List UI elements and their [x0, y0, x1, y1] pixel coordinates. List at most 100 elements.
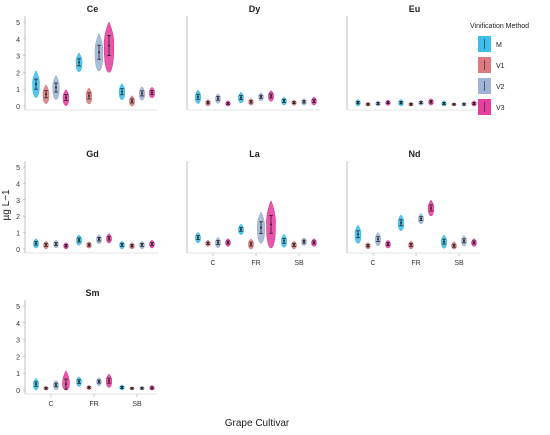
mean-point	[207, 101, 209, 104]
panel-title: Eu	[409, 4, 421, 14]
mean-point	[151, 91, 153, 94]
mean-point	[453, 103, 455, 106]
mean-point	[420, 101, 422, 104]
mean-point	[98, 238, 100, 241]
mean-point	[313, 241, 315, 244]
panel-la: La C FR SB	[186, 149, 320, 267]
mean-point	[430, 100, 432, 103]
mean-point	[78, 380, 80, 383]
mean-point	[357, 233, 359, 236]
y-tick-label: 3	[16, 198, 20, 205]
mean-point	[88, 94, 90, 97]
mean-point	[303, 100, 305, 103]
y-tick-label: 2	[16, 354, 20, 361]
mean-point	[141, 387, 143, 390]
y-tick-label: 5	[16, 304, 20, 311]
mean-point	[293, 243, 295, 246]
y-tick-label: 0	[16, 247, 20, 254]
panel-grid: Ce 0 1 2 3 4 5 Dy Eu Gd 0 1 2 3 4 5 La C FR SB Nd C FR SB Sm 0 1 2 3…	[16, 4, 480, 408]
mean-point	[367, 244, 369, 247]
mean-point	[453, 244, 455, 247]
y-tick-label: 4	[16, 37, 20, 44]
y-tick-label: 1	[16, 87, 20, 94]
panel-title: Ce	[87, 4, 99, 14]
y-tick-label: 0	[16, 388, 20, 395]
mean-point	[250, 100, 252, 103]
x-tick-label: C	[210, 260, 215, 267]
legend-title: Vinification Method	[470, 23, 529, 30]
mean-point	[250, 243, 252, 246]
mean-point	[131, 387, 133, 390]
mean-point	[35, 83, 37, 86]
mean-point	[45, 243, 47, 246]
mean-point	[45, 387, 47, 390]
mean-point	[400, 101, 402, 104]
mean-point	[240, 228, 242, 231]
mean-point	[443, 102, 445, 105]
panel-eu: Eu	[346, 4, 480, 111]
y-tick-label: 1	[16, 231, 20, 238]
mean-point	[98, 51, 100, 54]
y-tick-label: 5	[16, 20, 20, 27]
mean-point	[463, 103, 465, 106]
x-tick-label: FR	[89, 401, 98, 408]
mean-point	[35, 242, 37, 245]
legend: Vinification Method M V1 V2 V3	[470, 23, 529, 115]
x-tick-label: SB	[294, 260, 304, 267]
mean-point	[88, 386, 90, 389]
panel-dy: Dy	[186, 4, 320, 111]
panel-title: Gd	[86, 149, 99, 159]
mean-point	[55, 383, 57, 386]
mean-point	[387, 243, 389, 246]
mean-point	[367, 103, 369, 106]
mean-point	[227, 241, 229, 244]
mean-point	[88, 243, 90, 246]
mean-point	[131, 244, 133, 247]
panel-nd: Nd C FR SB	[346, 149, 480, 267]
x-tick-label: SB	[454, 260, 464, 267]
mean-point	[141, 92, 143, 95]
mean-point	[197, 95, 199, 98]
mean-point	[217, 241, 219, 244]
panel-title: Sm	[85, 288, 99, 298]
mean-point	[108, 44, 110, 47]
y-tick-label: 2	[16, 214, 20, 221]
y-tick-label: 2	[16, 70, 20, 77]
legend-label: M	[496, 42, 502, 49]
panel-sm: Sm 0 1 2 3 4 5 C FR SB	[16, 288, 158, 408]
mean-point	[400, 221, 402, 224]
y-tick-label: 0	[16, 104, 20, 111]
x-tick-label: FR	[411, 260, 420, 267]
mean-point	[55, 243, 57, 246]
mean-point	[270, 223, 272, 226]
mean-point	[78, 238, 80, 241]
mean-point	[35, 383, 37, 386]
legend-label: V2	[496, 84, 505, 91]
y-tick-label: 4	[16, 181, 20, 188]
mean-point	[227, 102, 229, 105]
mean-point	[430, 207, 432, 209]
mean-point	[65, 383, 67, 386]
mean-point	[387, 101, 389, 104]
x-tick-label: FR	[251, 260, 260, 267]
mean-point	[473, 102, 475, 105]
mean-point	[283, 239, 285, 242]
mean-point	[151, 386, 153, 389]
legend-label: V1	[496, 63, 505, 70]
mean-point	[141, 243, 143, 246]
mean-point	[473, 241, 475, 244]
mean-point	[45, 93, 47, 96]
x-tick-label: C	[48, 401, 53, 408]
mean-point	[303, 240, 305, 243]
mean-point	[98, 380, 100, 383]
mean-point	[443, 240, 445, 243]
mean-point	[197, 236, 199, 239]
mean-point	[207, 242, 209, 245]
mean-point	[463, 239, 465, 242]
y-tick-label: 4	[16, 321, 20, 328]
mean-point	[260, 95, 262, 98]
mean-point	[283, 99, 285, 102]
mean-point	[410, 243, 412, 246]
mean-point	[108, 237, 110, 240]
